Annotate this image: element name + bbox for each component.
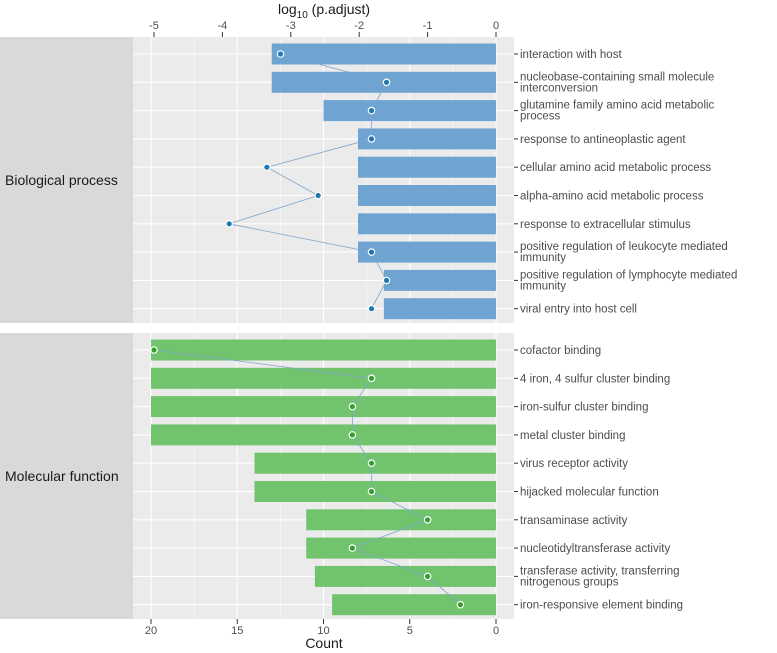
- top-axis: -5 -4 -3 -2 -1 0: [149, 20, 499, 37]
- bar-cellular-amino-acid-metabolic-process: [358, 156, 496, 178]
- padj-point: [382, 78, 391, 87]
- bar-interaction-with-host: [271, 43, 496, 65]
- facet-label: Biological process: [5, 172, 118, 188]
- bar-positive-regulation-of-lymphocyte-mediated-immunity: [383, 269, 496, 291]
- bottom-axis: 20 15 10 5 0: [145, 619, 499, 637]
- top-tick-label: -1: [423, 20, 433, 32]
- padj-point: [367, 304, 376, 313]
- bar-response-to-antineoplastic-agent: [358, 128, 496, 150]
- category-label: cofactor binding: [520, 345, 601, 357]
- category-label: response to extracellular stimulus: [520, 219, 691, 231]
- padj-point: [456, 600, 465, 609]
- category-label: iron-sulfur cluster binding: [520, 402, 648, 414]
- padj-point: [348, 402, 357, 411]
- padj-point: [367, 459, 376, 468]
- facet-strip: [0, 37, 133, 323]
- category-label: nucleobase-containing small molecule inte…: [520, 71, 714, 94]
- padj-line: [229, 53, 388, 309]
- top-tick-label: 0: [493, 20, 499, 32]
- category-label: alpha-amino acid metabolic process: [520, 191, 704, 203]
- category-label: hijacked molecular function: [520, 487, 659, 499]
- padj-point: [150, 346, 158, 354]
- bar-positive-regulation-of-leukocyte-mediated-immunity: [358, 241, 496, 263]
- padj-point: [348, 544, 357, 552]
- padj-point: [276, 50, 285, 58]
- bar-transaminase-activity: [306, 509, 496, 531]
- category-label: transferase activity, transferring nitrog…: [520, 565, 680, 588]
- bottom-tick-label: 15: [231, 625, 243, 637]
- padj-point: [423, 572, 432, 581]
- top-tick-label: -5: [149, 20, 159, 32]
- category-label: iron-responsive element binding: [520, 600, 683, 612]
- category-label: 4 iron, 4 sulfur cluster binding: [520, 373, 670, 385]
- category-label: glutamine family amino acid metabolic pro…: [520, 100, 715, 123]
- bar-iron-responsive-element-binding: [332, 594, 496, 616]
- category-label: positive regulation of leukocyte mediate…: [520, 241, 728, 264]
- padj-point: [382, 276, 391, 285]
- bar-4-iron-4-sulfur-cluster-binding: [151, 367, 496, 389]
- bar-metal-cluster-binding: [151, 424, 496, 446]
- padj-point: [367, 374, 376, 383]
- padj-point: [225, 220, 234, 228]
- padj-point: [348, 431, 357, 439]
- top-tick-label: -2: [354, 20, 364, 32]
- padj-point: [367, 248, 376, 256]
- bar-iron-sulfur-cluster-binding: [151, 396, 496, 418]
- facet-strip: [0, 333, 133, 619]
- padj-point: [367, 106, 376, 115]
- bottom-tick-label: 20: [145, 625, 157, 637]
- panel-biological-process: Biological process interaction with host n…: [0, 37, 737, 323]
- top-tick-label: -3: [286, 20, 296, 32]
- bottom-tick-label: 10: [317, 625, 329, 637]
- facet-label: Molecular function: [5, 468, 119, 484]
- padj-point: [367, 487, 376, 496]
- category-label: response to antineoplastic agent: [520, 134, 686, 146]
- category-label: virus receptor activity: [520, 458, 628, 470]
- padj-point: [367, 135, 376, 143]
- padj-point: [423, 515, 432, 524]
- bar-nucleotidyltransferase-activity: [306, 537, 496, 559]
- padj-point: [314, 191, 322, 200]
- bar-alpha-amino-acid-metabolic-process: [358, 185, 496, 206]
- panel-molecular-function: Molecular function cofactor binding 4 iron…: [0, 333, 683, 619]
- bottom-axis-title: Count: [305, 635, 342, 651]
- bar-glutamine-family-amino-acid-metabolic-process: [323, 100, 496, 122]
- bottom-tick-label: 5: [407, 625, 413, 637]
- category-label: viral entry into host cell: [520, 304, 637, 316]
- padj-line: [153, 349, 461, 606]
- category-label: metal cluster binding: [520, 430, 625, 442]
- bar-response-to-extracellular-stimulus: [358, 213, 496, 235]
- category-label: transaminase activity: [520, 515, 628, 527]
- bar-transferase-activity-transferring-nitrogenous-groups: [314, 565, 496, 587]
- bottom-tick-label: 0: [493, 625, 499, 637]
- category-label: positive regulation of lymphocyte mediat…: [520, 269, 737, 292]
- padj-point: [263, 163, 271, 172]
- bar-cofactor-binding: [151, 339, 496, 361]
- category-label: interaction with host: [520, 49, 622, 61]
- category-label: nucleotidyltransferase activity: [520, 543, 670, 555]
- top-tick-label: -4: [218, 20, 228, 32]
- bar-viral-entry-into-host-cell: [383, 298, 496, 320]
- category-label: cellular amino acid metabolic process: [520, 162, 711, 174]
- top-axis-title: log10 (p.adjust): [278, 1, 370, 21]
- panels: Biological process interaction with host n…: [0, 37, 737, 619]
